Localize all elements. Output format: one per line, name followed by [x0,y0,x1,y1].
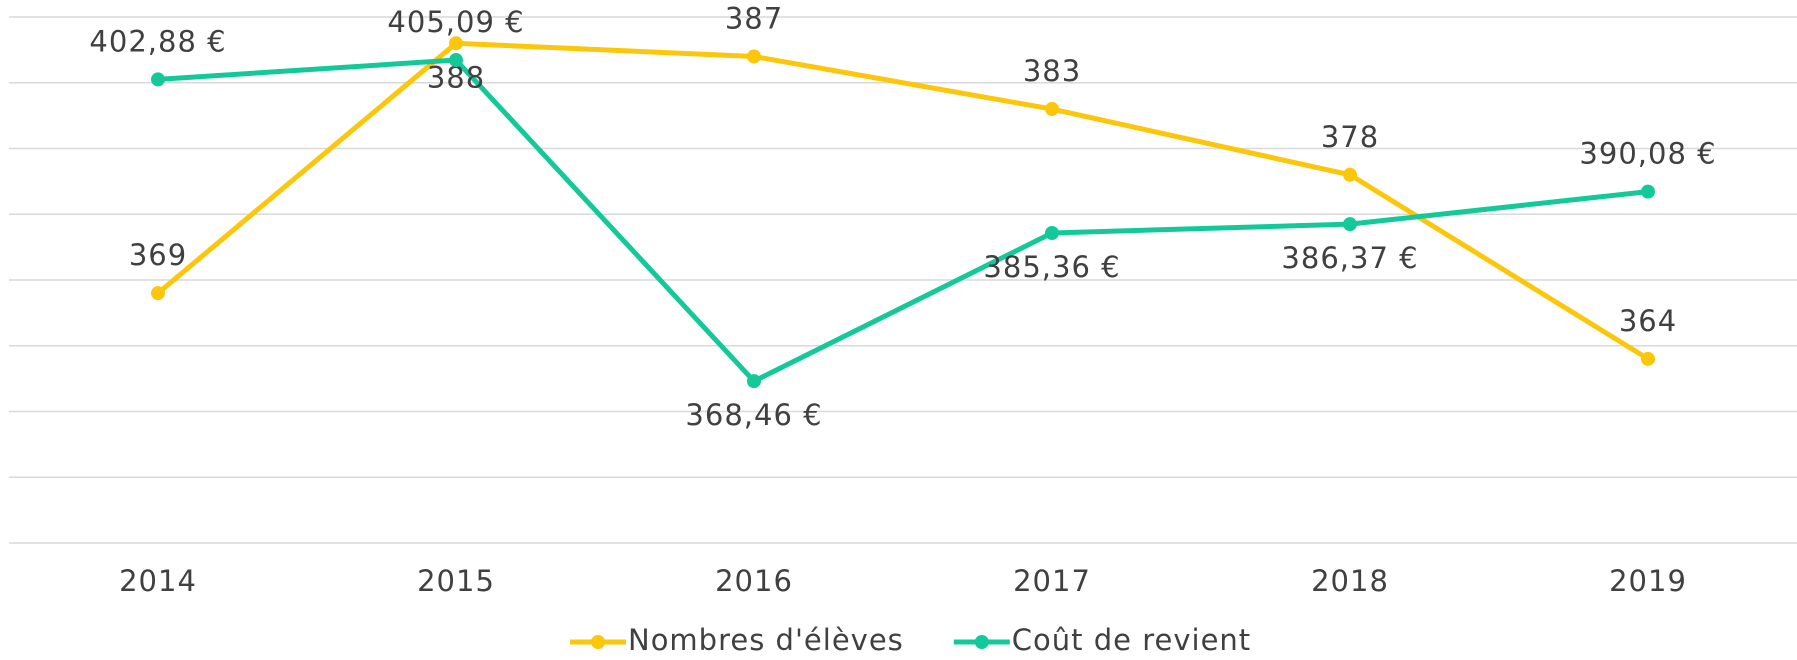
legend-marker [591,635,605,649]
data-point [151,72,165,87]
data-point [1045,226,1059,241]
series-line [157,57,1649,384]
data-point [1343,217,1357,232]
x-tick-label: 2016 [715,564,793,598]
x-tick-label: 2014 [119,564,197,598]
data-label: 383 [1023,54,1081,88]
data-label: 364 [1619,304,1677,338]
data-label: 402,88 € [89,24,226,58]
legend-marker [974,635,989,649]
x-tick-label: 2017 [1013,564,1091,598]
data-point [151,286,165,301]
data-label: 368,46 € [685,398,822,432]
data-label: 387 [725,1,783,35]
data-label: 386,37 € [1281,241,1418,275]
data-point [449,53,463,68]
data-label: 385,36 € [983,250,1120,284]
data-label: 405,09 € [387,5,524,39]
legend-label: Nombres d'élèves [628,623,904,657]
x-tick-label: 2019 [1609,564,1687,598]
data-point [747,374,761,389]
x-tick-label: 2018 [1311,564,1389,598]
data-point [1343,167,1357,182]
legend-label: Coût de revient [1012,623,1251,657]
data-point [449,36,463,51]
data-label: 369 [129,238,187,272]
data-point [1641,351,1655,366]
data-label: 378 [1321,120,1379,154]
data-point [1641,184,1655,199]
data-point [1045,102,1059,117]
data-point [747,49,761,64]
x-tick-label: 2015 [417,564,495,598]
series-line [156,40,1650,362]
data-label: 390,08 € [1579,137,1716,171]
